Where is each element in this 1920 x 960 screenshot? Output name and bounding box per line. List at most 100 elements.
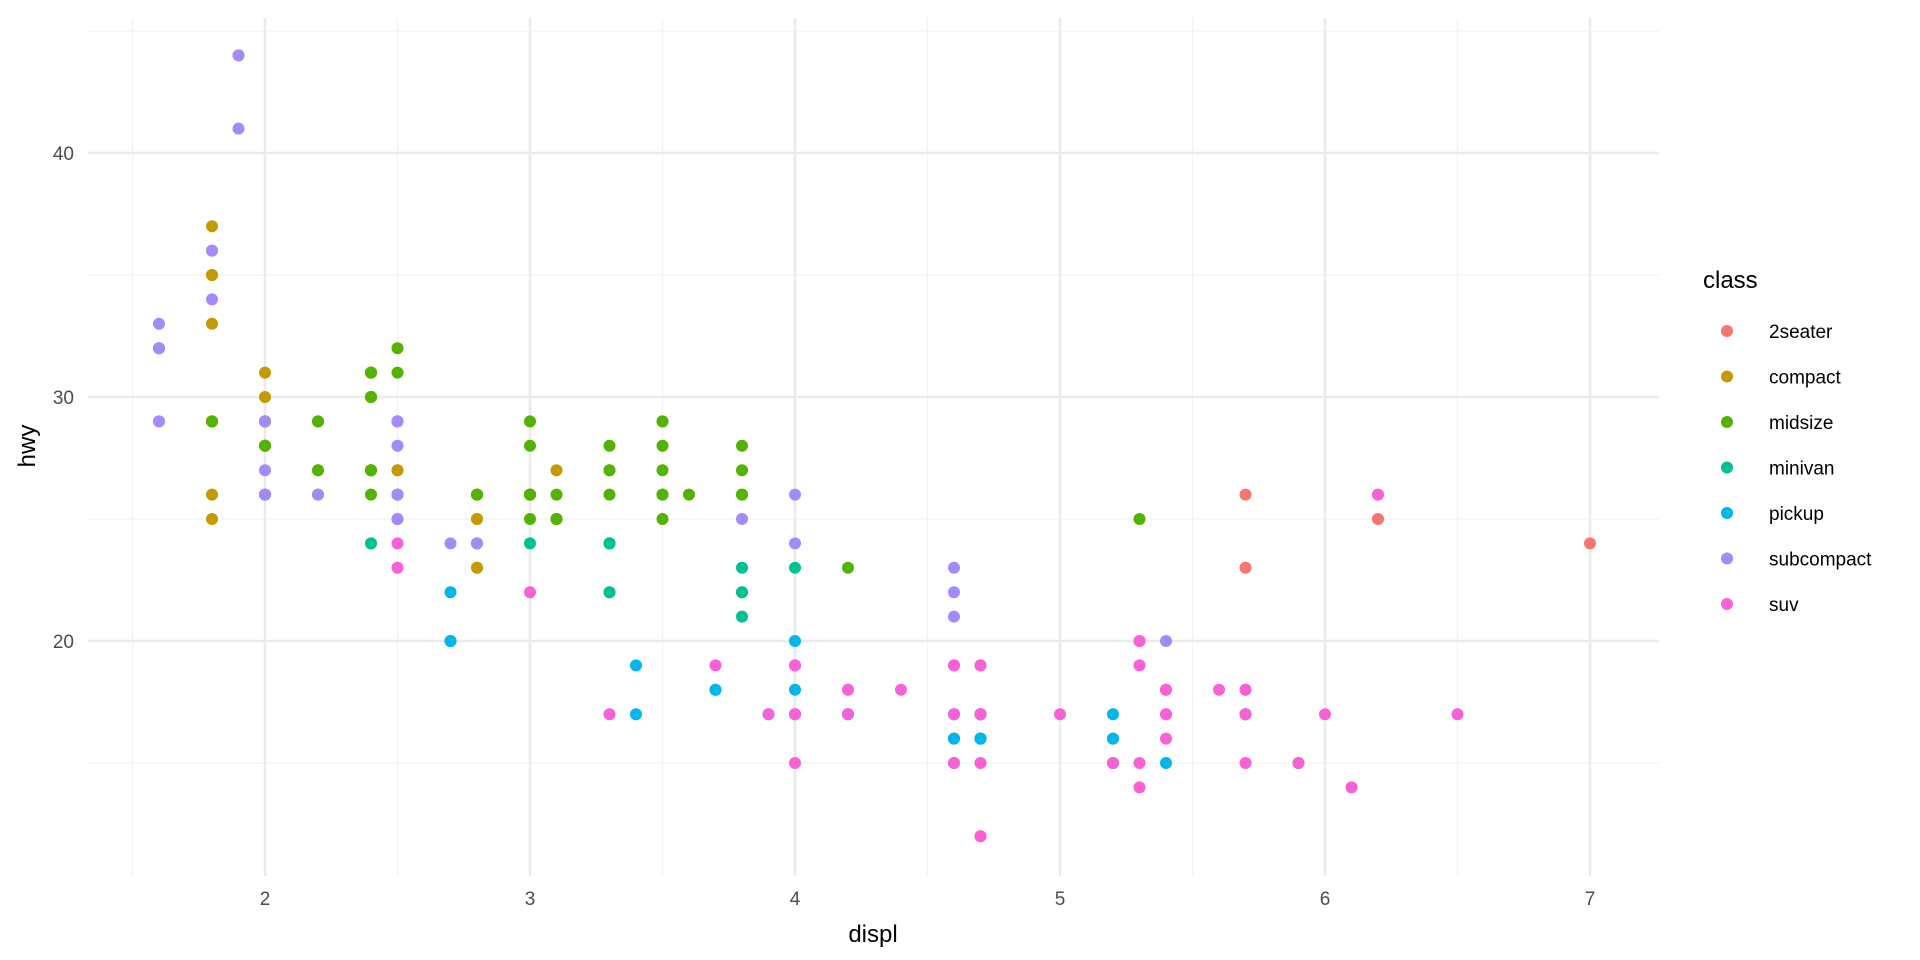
- data-point-midsize: [524, 415, 536, 428]
- data-point-subcompact: [259, 415, 271, 428]
- data-point-subcompact: [391, 415, 404, 428]
- data-point-midsize: [524, 488, 536, 501]
- data-point-suv: [1160, 683, 1172, 696]
- data-point-subcompact: [153, 415, 165, 428]
- data-point-midsize: [603, 464, 616, 477]
- data-point-suv: [1107, 757, 1119, 769]
- data-point-minivan: [365, 537, 377, 550]
- data-point-suv: [1133, 781, 1146, 794]
- data-point-compact: [206, 220, 218, 233]
- x-tick-label: 7: [1585, 889, 1596, 910]
- data-point-minivan: [736, 610, 748, 623]
- data-point-suv: [1451, 708, 1464, 721]
- data-point-minivan: [736, 561, 748, 574]
- y-tick-label: 20: [53, 632, 74, 653]
- data-point-subcompact: [391, 513, 404, 525]
- y-tick-label: 30: [53, 388, 74, 409]
- data-point-suv: [948, 659, 960, 672]
- data-point-subcompact: [232, 122, 245, 135]
- data-point-midsize: [842, 561, 854, 574]
- data-point-suv: [789, 708, 801, 721]
- legend-label: suv: [1769, 595, 1799, 616]
- data-point-suv: [524, 586, 536, 599]
- data-point-pickup: [630, 659, 642, 672]
- data-point-midsize: [736, 439, 748, 452]
- x-axis-title: displ: [848, 921, 897, 948]
- data-point-suv: [1054, 708, 1066, 721]
- data-point-subcompact: [1160, 635, 1172, 647]
- data-point-suv: [895, 683, 907, 696]
- y-axis-tick-labels: 20 30 40: [53, 144, 74, 653]
- data-point-suv: [1239, 708, 1252, 721]
- data-point-suv: [974, 708, 987, 721]
- data-points: [153, 49, 1596, 843]
- x-tick-label: 4: [790, 889, 801, 910]
- data-point-midsize: [259, 439, 271, 452]
- data-point-midsize: [656, 464, 669, 477]
- data-point-compact: [259, 366, 271, 379]
- data-point-subcompact: [789, 488, 801, 501]
- data-point-pickup: [709, 683, 722, 696]
- data-point-suv: [842, 683, 854, 696]
- data-point-pickup: [1160, 757, 1172, 769]
- data-point-midsize: [656, 488, 669, 501]
- y-tick-label: 40: [53, 144, 74, 165]
- data-point-midsize: [603, 439, 616, 452]
- data-point-midsize: [391, 366, 404, 379]
- data-point-subcompact: [789, 537, 801, 550]
- data-point-suv: [1319, 708, 1331, 721]
- legend-item-subcompact: subcompact: [1721, 550, 1872, 571]
- data-point-midsize: [365, 391, 377, 403]
- data-point-subcompact: [948, 610, 960, 623]
- data-point-subcompact: [153, 342, 165, 355]
- legend-items: 2seater compact midsize minivan pickup subcom…: [1721, 322, 1872, 616]
- data-point-suv: [1239, 757, 1252, 769]
- data-point-midsize: [365, 366, 377, 379]
- data-point-suv: [789, 659, 801, 672]
- data-point-2seater: [1372, 513, 1384, 525]
- data-point-2seater: [1584, 537, 1596, 550]
- data-point-suv: [603, 708, 616, 721]
- data-point-suv: [391, 561, 404, 574]
- data-point-suv: [1133, 659, 1146, 672]
- data-point-midsize: [524, 439, 536, 452]
- data-point-suv: [1239, 683, 1252, 696]
- data-point-compact: [391, 464, 404, 477]
- data-point-pickup: [1107, 732, 1119, 745]
- legend-item-midsize: midsize: [1721, 413, 1833, 434]
- legend-item-2seater: 2seater: [1721, 322, 1833, 343]
- data-point-subcompact: [259, 464, 271, 477]
- data-point-midsize: [736, 464, 748, 477]
- data-point-subcompact: [153, 317, 165, 330]
- legend-item-suv: suv: [1721, 595, 1799, 616]
- data-point-suv: [1160, 708, 1172, 721]
- data-point-compact: [206, 269, 218, 281]
- legend-key-dot-icon: [1721, 552, 1733, 565]
- data-point-subcompact: [471, 537, 483, 550]
- data-point-suv: [762, 708, 775, 721]
- data-point-midsize: [603, 488, 616, 501]
- data-point-midsize: [312, 415, 324, 428]
- legend-key-dot-icon: [1721, 507, 1733, 519]
- x-axis-tick-labels: 2 3 4 5 6 7: [260, 889, 1596, 910]
- data-point-2seater: [1239, 488, 1252, 501]
- data-point-pickup: [948, 732, 960, 745]
- data-point-minivan: [603, 586, 616, 599]
- data-point-midsize: [683, 488, 695, 501]
- data-point-midsize: [550, 513, 563, 525]
- data-point-minivan: [789, 561, 801, 574]
- data-point-subcompact: [259, 488, 271, 501]
- data-point-pickup: [789, 683, 801, 696]
- data-point-midsize: [656, 513, 669, 525]
- data-point-subcompact: [232, 49, 245, 62]
- legend-label: minivan: [1769, 459, 1834, 480]
- legend: class 2seater compact midsize minivan pickup…: [1703, 267, 1872, 616]
- legend-key-dot-icon: [1721, 325, 1733, 337]
- data-point-suv: [1345, 781, 1358, 794]
- legend-key-dot-icon: [1721, 598, 1733, 610]
- legend-item-pickup: pickup: [1721, 504, 1824, 525]
- data-point-midsize: [1133, 513, 1146, 525]
- data-point-suv: [1372, 488, 1384, 501]
- legend-label: compact: [1769, 368, 1842, 389]
- data-point-midsize: [736, 488, 748, 501]
